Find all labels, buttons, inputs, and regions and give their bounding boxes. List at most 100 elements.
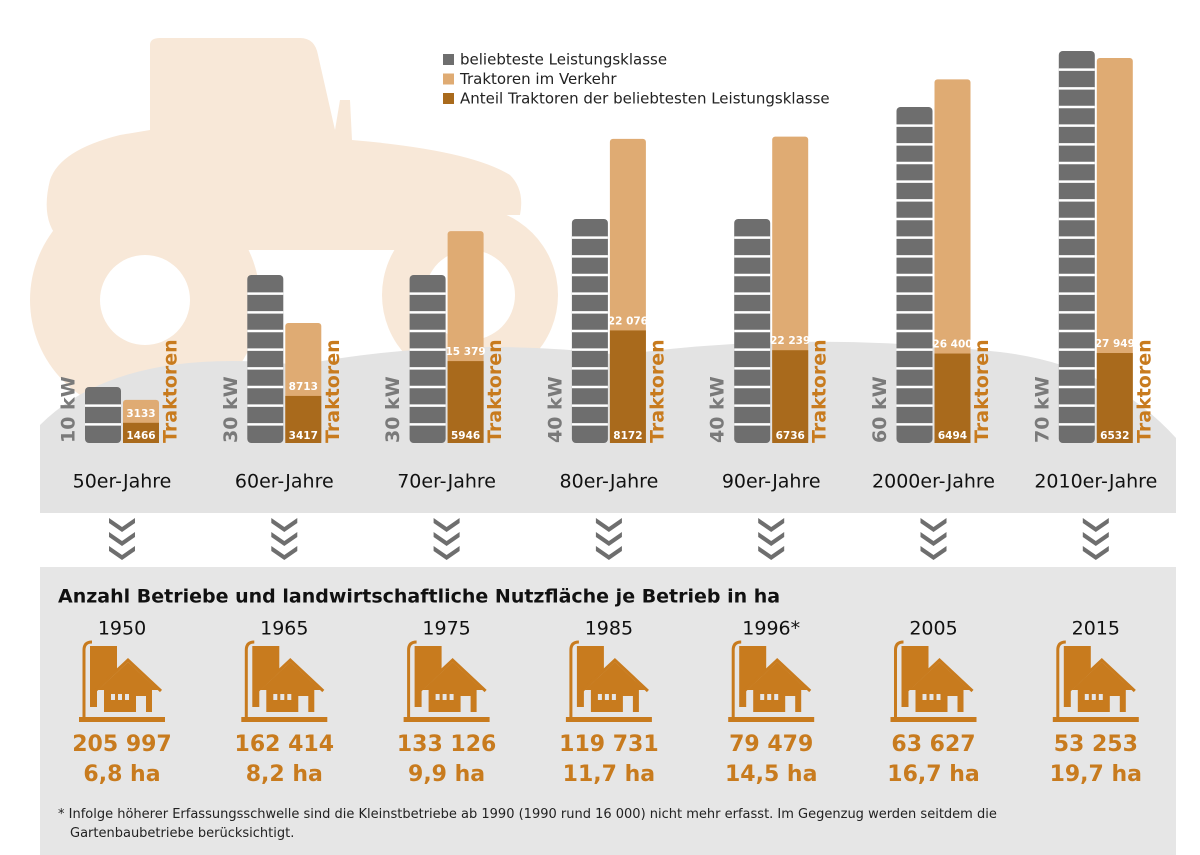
power-class-bar — [409, 275, 446, 443]
chevron — [433, 532, 460, 546]
power-class-label: 30 kW — [220, 376, 242, 443]
legend-swatch — [443, 73, 454, 85]
share-value-label: 8172 — [613, 430, 642, 442]
power-class-label: 40 kW — [544, 376, 566, 443]
year-label: 1950 — [98, 618, 146, 640]
period-label: 50er-Jahre — [73, 471, 172, 493]
bar-side-label: Traktoren — [160, 339, 182, 443]
bar-side-label: Traktoren — [1133, 339, 1155, 443]
chevron — [109, 532, 135, 546]
chevron — [1082, 532, 1109, 546]
tractor-bar — [934, 79, 971, 443]
area-label: 9,9 ha — [408, 762, 485, 787]
power-class-label: 30 kW — [382, 376, 404, 443]
chevron — [271, 518, 298, 532]
share-value-label: 6532 — [1100, 430, 1129, 442]
period-label: 70er-Jahre — [397, 471, 496, 493]
tractor-hub — [100, 255, 190, 345]
hill-band — [40, 341, 1176, 513]
farm-count-label: 63 627 — [891, 732, 975, 757]
tractor-value-label: 27 949 — [1095, 338, 1135, 350]
legend-label: Traktoren im Verkehr — [459, 70, 617, 88]
year-label: 1996* — [742, 618, 800, 640]
tractor-bar — [1096, 58, 1133, 443]
farm-count-label: 79 479 — [729, 732, 813, 757]
share-value-label: 6736 — [776, 430, 805, 442]
legend-swatch — [443, 54, 454, 65]
period-label: 2010er-Jahre — [1034, 471, 1157, 493]
farm-count-label: 205 997 — [72, 732, 172, 757]
year-label: 1975 — [422, 618, 470, 640]
power-class-label: 40 kW — [707, 376, 729, 443]
farm-count-label: 162 414 — [235, 732, 335, 757]
tractor-value-label: 26 400 — [932, 339, 972, 351]
tractor-value-label: 22 239 — [770, 335, 810, 347]
power-class-label: 70 kW — [1031, 376, 1053, 443]
power-class-label: 10 kW — [58, 376, 80, 443]
panel-title: Anzahl Betriebe und landwirtschaftliche … — [58, 586, 780, 608]
share-bar — [447, 361, 484, 443]
area-label: 8,2 ha — [246, 762, 323, 787]
year-label: 2015 — [1072, 618, 1120, 640]
year-label: 1985 — [585, 618, 633, 640]
area-label: 16,7 ha — [887, 762, 979, 787]
share-bar — [609, 330, 646, 443]
farm-count-label: 119 731 — [559, 732, 659, 757]
share-value-label: 3417 — [289, 430, 318, 442]
share-bar — [934, 353, 971, 443]
chevron — [920, 546, 947, 560]
footnote: * Infolge höherer Erfassungsschwelle sin… — [58, 807, 997, 841]
chevron — [271, 546, 298, 560]
area-label: 19,7 ha — [1050, 762, 1142, 787]
bar-side-label: Traktoren — [322, 339, 344, 443]
tractor-value-label: 8713 — [289, 381, 318, 393]
chevron — [1082, 546, 1109, 560]
chevron — [109, 546, 135, 560]
legend-label: Anteil Traktoren der beliebtesten Leistu… — [460, 90, 830, 108]
chevron — [271, 532, 298, 546]
bar-side-label: Traktoren — [484, 339, 506, 443]
legend-swatch — [443, 93, 454, 104]
share-value-label: 5946 — [451, 430, 480, 442]
chevron — [920, 518, 947, 532]
chevron — [595, 532, 622, 546]
chevron — [433, 518, 460, 532]
farm-count-label: 133 126 — [397, 732, 497, 757]
bar-side-label: Traktoren — [809, 339, 831, 443]
share-value-label: 1466 — [126, 430, 155, 442]
year-label: 2005 — [909, 618, 957, 640]
period-label: 90er-Jahre — [722, 471, 821, 493]
power-class-bar — [85, 387, 121, 443]
chevron — [758, 532, 785, 546]
period-label: 60er-Jahre — [235, 471, 334, 493]
power-class-bar — [1058, 51, 1095, 443]
area-label: 6,8 ha — [83, 762, 160, 787]
chevron — [433, 546, 460, 560]
legend-label: beliebteste Leistungsklasse — [460, 51, 667, 69]
chevron — [758, 518, 785, 532]
tractor-value-label: 22 076 — [608, 315, 648, 327]
chevron — [758, 546, 785, 560]
share-bar — [1096, 353, 1133, 443]
period-label: 2000er-Jahre — [872, 471, 995, 493]
share-bar — [285, 395, 322, 443]
area-label: 11,7 ha — [563, 762, 655, 787]
share-bar — [772, 350, 809, 443]
share-value-label: 6494 — [938, 430, 967, 442]
year-label: 1965 — [260, 618, 308, 640]
chevron — [920, 532, 947, 546]
power-class-label: 60 kW — [869, 376, 891, 443]
chevron — [595, 546, 622, 560]
bars: 3133 1466 10 kW Traktoren 50er-Jahre 8713 3417… — [58, 51, 1157, 560]
area-label: 14,5 ha — [725, 762, 817, 787]
tractor-value-label: 3133 — [126, 408, 155, 420]
bar-side-label: Traktoren — [646, 339, 668, 443]
period-label: 80er-Jahre — [560, 471, 659, 493]
chevron — [595, 518, 622, 532]
chevron — [1082, 518, 1109, 532]
power-class-bar — [247, 275, 284, 443]
